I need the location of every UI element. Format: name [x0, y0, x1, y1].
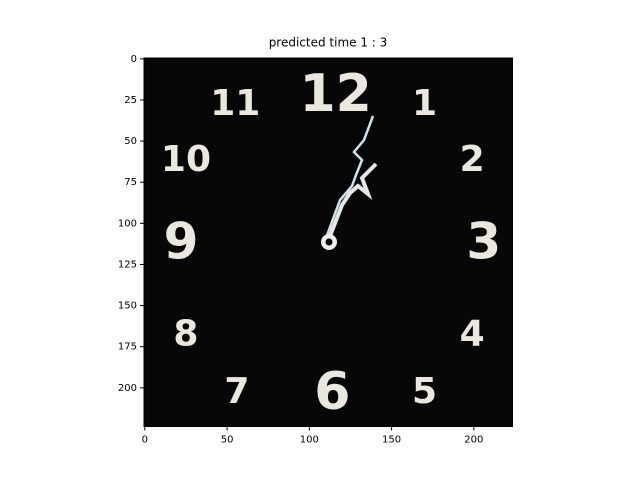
- y-tick-label: 125: [118, 259, 137, 270]
- y-tick-label: 0: [131, 54, 137, 65]
- clock-numeral: 9: [164, 213, 199, 271]
- clock-numeral: 11: [210, 83, 260, 124]
- axes-frame: [143, 57, 513, 427]
- y-tick-label: 25: [124, 95, 137, 106]
- y-tick-label: 175: [118, 342, 137, 353]
- clock-numeral: 3: [466, 213, 501, 271]
- clock-numeral: 12: [299, 64, 371, 124]
- clock-hands: [321, 115, 378, 250]
- clock-numeral: 5: [412, 371, 437, 412]
- hub-center: [325, 238, 333, 246]
- clock-numeral: 6: [314, 362, 350, 422]
- clock-numeral: 2: [460, 139, 485, 180]
- hour-hand: [328, 162, 378, 237]
- clock-numeral: 1: [412, 83, 437, 124]
- clock-numeral: 8: [173, 314, 198, 355]
- x-tick-label: 200: [464, 435, 483, 446]
- y-tick-label: 50: [124, 136, 137, 147]
- clock-numeral: 7: [224, 371, 249, 412]
- x-tick-label: 150: [382, 435, 401, 446]
- x-tick-label: 100: [300, 435, 319, 446]
- chart-title: predicted time 1 : 3: [269, 36, 388, 50]
- x-tick-label: 0: [142, 435, 148, 446]
- clock-numerals: 12 12 3 45 6 78 9 10 11: [161, 64, 501, 422]
- y-tick-label: 200: [118, 383, 137, 394]
- clock-numeral: 10: [161, 139, 211, 180]
- y-tick-label: 100: [118, 218, 137, 229]
- minute-hand: [324, 115, 375, 239]
- y-tick-label: 75: [124, 177, 137, 188]
- x-tick-label: 50: [221, 435, 234, 446]
- y-tick-label: 150: [118, 301, 137, 312]
- clock-numeral: 4: [460, 314, 485, 355]
